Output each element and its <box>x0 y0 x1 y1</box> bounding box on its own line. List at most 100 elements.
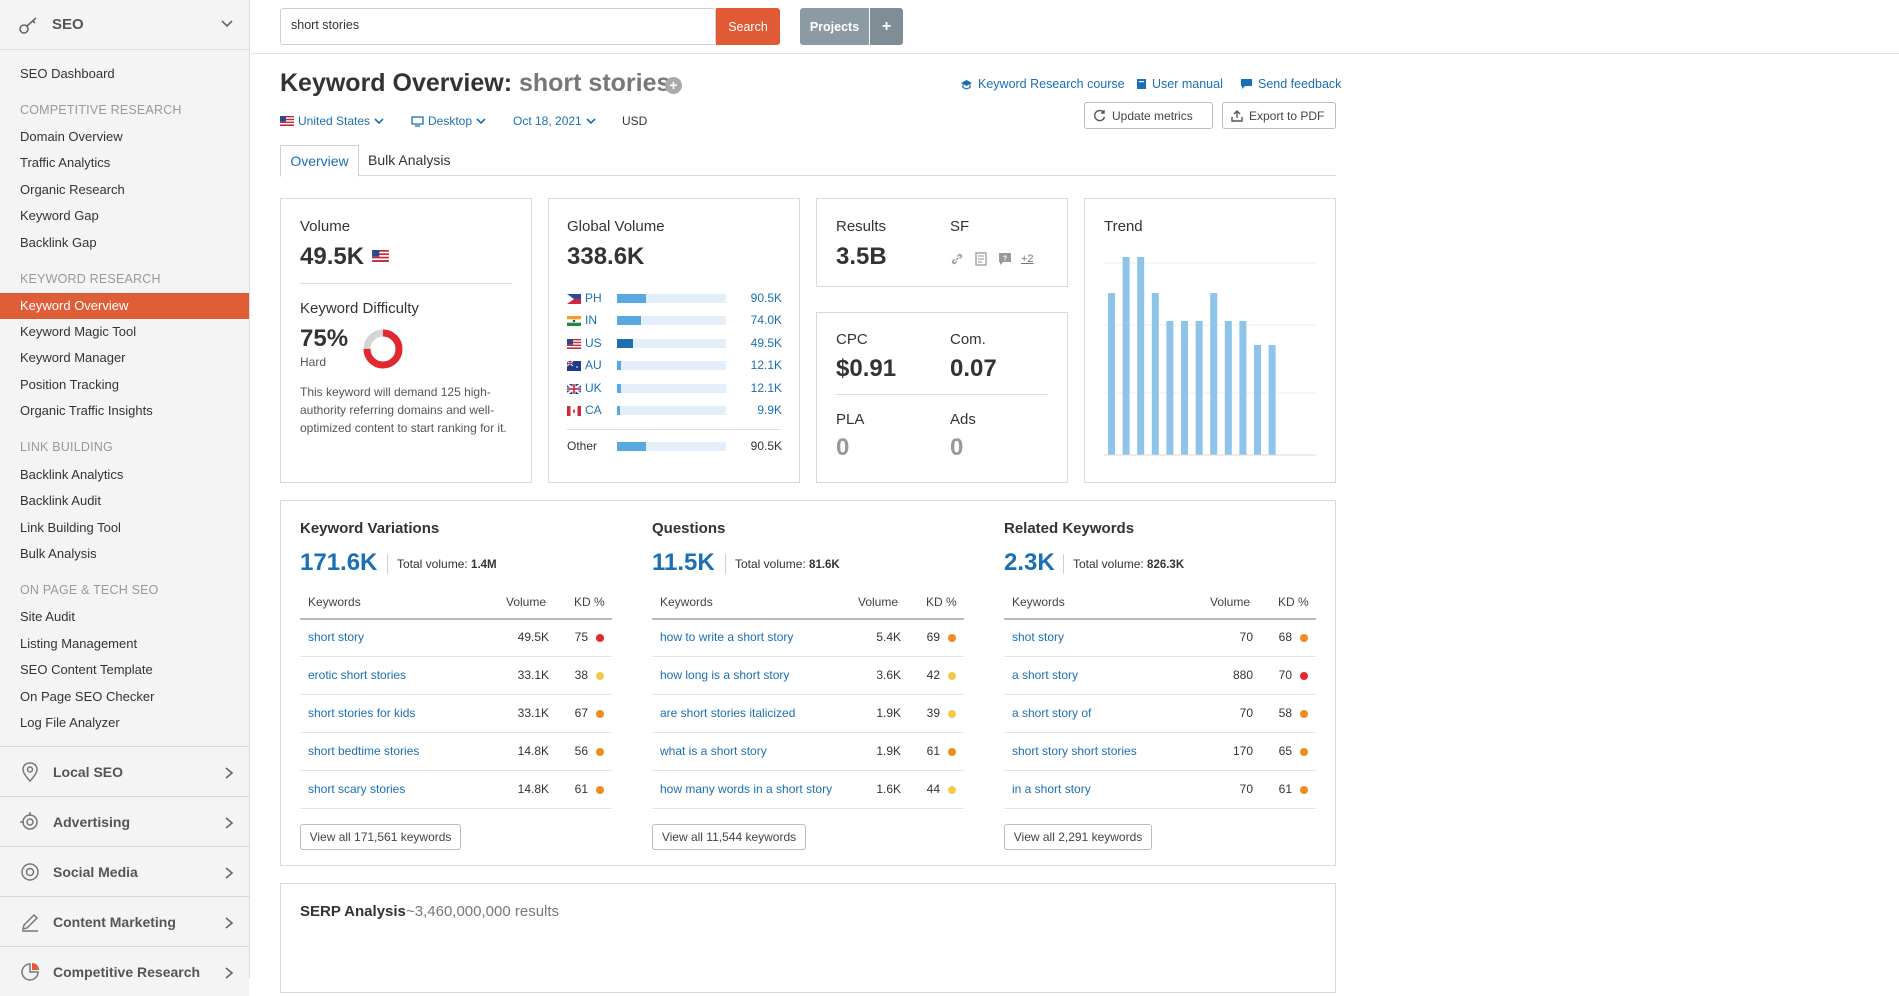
sidebar-item-domain-overview[interactable]: Domain Overview <box>20 129 123 144</box>
sidebar-item-bulk-analysis[interactable]: Bulk Analysis <box>20 546 97 561</box>
keyword-link[interactable]: short stories for kids <box>308 706 416 720</box>
export-pdf-button[interactable]: Export to PDF <box>1222 102 1336 129</box>
sidebar-item-log-file-analyzer[interactable]: Log File Analyzer <box>20 715 120 730</box>
sidebar-group-content-marketing[interactable]: Content Marketing <box>0 896 249 946</box>
trend-bar[interactable] <box>1166 321 1174 455</box>
keyword-link[interactable]: short bedtime stories <box>308 744 420 758</box>
trend-bar[interactable] <box>1122 257 1130 455</box>
trend-bar[interactable] <box>1254 345 1261 455</box>
view-all-related-button[interactable]: View all 2,291 keywords <box>1004 824 1152 850</box>
keyword-link[interactable]: shot story <box>1012 630 1065 644</box>
difficulty-dot <box>1300 634 1308 642</box>
chevron-right-icon <box>225 967 234 979</box>
view-all-questions-button[interactable]: View all 11,544 keywords <box>652 824 806 850</box>
cpc-value: $0.91 <box>836 355 897 382</box>
tab-bulk-analysis[interactable]: Bulk Analysis <box>368 152 451 168</box>
trend-bar[interactable] <box>1151 293 1159 455</box>
sf-more[interactable]: +2 <box>1021 253 1034 265</box>
country-row-ph[interactable]: PH 90.5K <box>567 291 782 307</box>
column-header-volume: Volume <box>1210 595 1251 609</box>
keyword-research-course-link[interactable]: Keyword Research course <box>960 77 1125 91</box>
keyword-link[interactable]: are short stories italicized <box>660 706 796 720</box>
sf-label: SF <box>950 218 970 235</box>
sidebar-group-advertising[interactable]: Advertising <box>0 796 249 846</box>
sidebar-item-keyword-overview[interactable]: Keyword Overview <box>0 293 249 319</box>
country-row-us[interactable]: US 49.5K <box>567 336 782 352</box>
chevron-down-icon[interactable] <box>220 16 234 30</box>
sidebar-item-keyword-gap[interactable]: Keyword Gap <box>20 208 99 223</box>
keyword-link[interactable]: how many words in a short story <box>660 782 833 796</box>
trend-bar[interactable] <box>1137 257 1145 455</box>
keyword-volume: 33.1K <box>517 706 549 720</box>
keyword-link[interactable]: short story <box>308 630 365 644</box>
row-divider <box>1004 694 1316 695</box>
user-manual-link[interactable]: User manual <box>1136 77 1223 91</box>
keyword-link[interactable]: a short story of <box>1012 706 1092 720</box>
sidebar-item-site-audit[interactable]: Site Audit <box>20 609 75 624</box>
trend-bar[interactable] <box>1210 293 1218 455</box>
serp-analysis-title: SERP Analysis <box>300 903 406 920</box>
add-project-button[interactable]: + <box>870 8 903 45</box>
sidebar-group-competitive-research[interactable]: Competitive Research <box>0 946 249 996</box>
sidebar-item-seo-dashboard[interactable]: SEO Dashboard <box>20 66 115 81</box>
country-row-ca[interactable]: CA 9.9K <box>567 403 782 419</box>
send-feedback-link[interactable]: Send feedback <box>1240 77 1341 91</box>
graduation-cap-icon <box>961 80 972 90</box>
trend-bar[interactable] <box>1224 321 1232 455</box>
projects-button[interactable]: Projects <box>800 8 869 45</box>
search-button[interactable]: Search <box>716 8 780 45</box>
keyword-variations-count[interactable]: 171.6K <box>300 549 378 576</box>
keyword-link[interactable]: short story short stories <box>1012 744 1137 758</box>
date-selector[interactable]: Oct 18, 2021 <box>513 114 596 128</box>
keyword-link[interactable]: short scary stories <box>308 782 406 796</box>
difficulty-dot <box>948 634 956 642</box>
country-row-uk[interactable]: UK 12.1K <box>567 381 782 397</box>
sidebar-item-link-building-tool[interactable]: Link Building Tool <box>20 520 121 535</box>
sidebar-item-on-page-seo-checker[interactable]: On Page SEO Checker <box>20 689 155 704</box>
divider <box>725 554 726 574</box>
trend-bar[interactable] <box>1108 293 1115 455</box>
sidebar-item-keyword-magic-tool[interactable]: Keyword Magic Tool <box>20 324 137 339</box>
search-input[interactable] <box>291 18 671 32</box>
country-row-in[interactable]: IN 74.0K <box>567 313 782 329</box>
sidebar-item-traffic-analytics[interactable]: Traffic Analytics <box>20 155 111 170</box>
country-selector[interactable]: United States <box>280 114 384 128</box>
sidebar-item-position-tracking[interactable]: Position Tracking <box>20 377 119 392</box>
sidebar-group-local-seo[interactable]: Local SEO <box>0 746 249 796</box>
related-keywords-count[interactable]: 2.3K <box>1004 549 1055 576</box>
tab-overview[interactable]: Overview <box>280 145 359 177</box>
row-divider <box>652 694 964 695</box>
sidebar-item-backlink-gap[interactable]: Backlink Gap <box>20 235 97 250</box>
country-row-au[interactable]: AU 12.1K <box>567 358 782 374</box>
view-all-variations-button[interactable]: View all 171,561 keywords <box>300 824 461 850</box>
sidebar-item-backlink-audit[interactable]: Backlink Audit <box>20 493 101 508</box>
au-flag-icon <box>567 361 581 371</box>
keyword-link[interactable]: how to write a short story <box>660 630 794 644</box>
sidebar-item-seo-content-template[interactable]: SEO Content Template <box>20 662 153 677</box>
keyword-link[interactable]: a short story <box>1012 668 1079 682</box>
device-selector[interactable]: Desktop <box>411 114 486 128</box>
trend-bar[interactable] <box>1239 321 1247 455</box>
update-metrics-button[interactable]: Update metrics <box>1084 102 1213 129</box>
add-keyword-icon[interactable]: + <box>665 77 682 94</box>
sidebar-header-seo[interactable]: SEO <box>0 0 249 50</box>
sidebar-item-organic-traffic-insights[interactable]: Organic Traffic Insights <box>20 403 153 418</box>
chevron-down-icon <box>476 118 486 125</box>
keyword-link[interactable]: how long is a short story <box>660 668 790 682</box>
questions-count[interactable]: 11.5K <box>652 549 715 576</box>
keyword-link[interactable]: what is a short story <box>660 744 767 758</box>
difficulty-dot <box>948 672 956 680</box>
keyword-volume: 1.9K <box>876 744 901 758</box>
sidebar-group-social-media[interactable]: Social Media <box>0 846 249 896</box>
sidebar-item-listing-management[interactable]: Listing Management <box>20 636 138 651</box>
export-pdf-label: Export to PDF <box>1249 108 1325 123</box>
row-divider <box>1004 656 1316 657</box>
trend-bar[interactable] <box>1181 321 1188 455</box>
sidebar-item-keyword-manager[interactable]: Keyword Manager <box>20 350 126 365</box>
sidebar-item-organic-research[interactable]: Organic Research <box>20 182 125 197</box>
keyword-link[interactable]: in a short story <box>1012 782 1091 796</box>
keyword-link[interactable]: erotic short stories <box>308 668 407 682</box>
sidebar-item-backlink-analytics[interactable]: Backlink Analytics <box>20 467 124 482</box>
trend-bar[interactable] <box>1268 345 1276 455</box>
trend-bar[interactable] <box>1195 321 1203 455</box>
